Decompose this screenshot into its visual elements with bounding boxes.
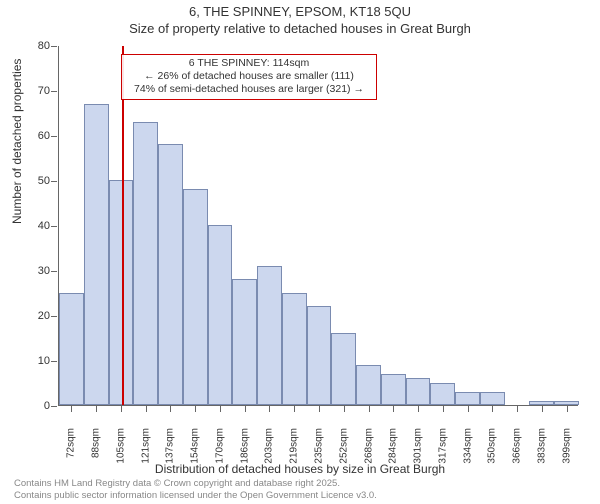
x-tick-label: 186sqm xyxy=(239,428,250,464)
x-tick xyxy=(146,406,147,412)
x-tick xyxy=(96,406,97,412)
annotation-box: 6 THE SPINNEY: 114sqm← 26% of detached h… xyxy=(121,54,377,100)
x-tick-label: 350sqm xyxy=(487,428,498,464)
y-tick xyxy=(51,46,57,47)
histogram-bar xyxy=(133,122,158,406)
x-tick-label: 268sqm xyxy=(363,428,374,464)
x-tick xyxy=(245,406,246,412)
x-tick-label: 154sqm xyxy=(190,428,201,464)
x-tick-label: 383sqm xyxy=(536,428,547,464)
histogram-bar xyxy=(554,401,579,406)
x-tick-label: 203sqm xyxy=(264,428,275,464)
attribution-line2: Contains public sector information licen… xyxy=(14,490,377,502)
histogram-bar xyxy=(356,365,381,406)
x-tick-label: 334sqm xyxy=(462,428,473,464)
histogram-bar xyxy=(232,279,257,405)
x-tick xyxy=(369,406,370,412)
histogram-bar xyxy=(282,293,307,406)
y-tick xyxy=(51,181,57,182)
chart-area: 0102030405060708072sqm88sqm105sqm121sqm1… xyxy=(58,46,578,406)
histogram-bar xyxy=(208,225,233,405)
x-tick-label: 399sqm xyxy=(561,428,572,464)
x-tick xyxy=(443,406,444,412)
annotation-line3: 74% of semi-detached houses are larger (… xyxy=(128,83,370,96)
x-tick xyxy=(492,406,493,412)
x-tick xyxy=(170,406,171,412)
histogram-bar xyxy=(331,333,356,405)
y-tick-label: 70 xyxy=(20,85,50,97)
x-tick xyxy=(71,406,72,412)
histogram-bar xyxy=(257,266,282,406)
x-tick-label: 235sqm xyxy=(314,428,325,464)
y-tick-label: 0 xyxy=(20,400,50,412)
histogram-bar xyxy=(158,144,183,405)
x-tick xyxy=(418,406,419,412)
chart-title-address: 6, THE SPINNEY, EPSOM, KT18 5QU xyxy=(0,4,600,19)
x-tick xyxy=(468,406,469,412)
x-tick xyxy=(195,406,196,412)
y-tick-label: 50 xyxy=(20,175,50,187)
x-tick xyxy=(269,406,270,412)
chart-subtitle: Size of property relative to detached ho… xyxy=(0,21,600,36)
x-tick xyxy=(121,406,122,412)
x-axis-title: Distribution of detached houses by size … xyxy=(0,462,600,476)
histogram-bar xyxy=(109,180,134,405)
annotation-line1: 6 THE SPINNEY: 114sqm xyxy=(128,57,370,70)
x-tick xyxy=(319,406,320,412)
y-tick xyxy=(51,136,57,137)
attribution-footer: Contains HM Land Registry data © Crown c… xyxy=(14,478,377,502)
x-tick xyxy=(542,406,543,412)
x-tick-label: 137sqm xyxy=(165,428,176,464)
y-tick xyxy=(51,226,57,227)
y-tick-label: 30 xyxy=(20,265,50,277)
x-tick xyxy=(393,406,394,412)
y-tick xyxy=(51,91,57,92)
annotation-line2: ← 26% of detached houses are smaller (11… xyxy=(128,70,370,83)
x-tick xyxy=(567,406,568,412)
y-tick-label: 10 xyxy=(20,355,50,367)
y-tick xyxy=(51,361,57,362)
histogram-bar xyxy=(430,383,455,406)
histogram-bar xyxy=(307,306,332,405)
histogram-bar xyxy=(480,392,505,406)
y-tick xyxy=(51,271,57,272)
x-tick-label: 317sqm xyxy=(437,428,448,464)
x-tick-label: 301sqm xyxy=(413,428,424,464)
x-tick xyxy=(294,406,295,412)
x-tick-label: 252sqm xyxy=(338,428,349,464)
y-tick-label: 40 xyxy=(20,220,50,232)
histogram-bar xyxy=(59,293,84,406)
x-tick-label: 88sqm xyxy=(91,428,102,458)
y-tick-label: 20 xyxy=(20,310,50,322)
y-tick-label: 60 xyxy=(20,130,50,142)
histogram-bar xyxy=(84,104,109,406)
y-tick-label: 80 xyxy=(20,40,50,52)
histogram-bar xyxy=(381,374,406,406)
x-tick-label: 219sqm xyxy=(289,428,300,464)
histogram-bar xyxy=(455,392,480,406)
x-tick-label: 170sqm xyxy=(214,428,225,464)
plot-region: 0102030405060708072sqm88sqm105sqm121sqm1… xyxy=(58,46,578,406)
histogram-bar xyxy=(406,378,431,405)
attribution-line1: Contains HM Land Registry data © Crown c… xyxy=(14,478,377,490)
x-tick-label: 366sqm xyxy=(512,428,523,464)
x-tick-label: 284sqm xyxy=(388,428,399,464)
x-tick-label: 105sqm xyxy=(115,428,126,464)
histogram-bar xyxy=(529,401,554,406)
x-tick xyxy=(517,406,518,412)
histogram-bar xyxy=(183,189,208,405)
x-tick-label: 121sqm xyxy=(140,428,151,464)
x-tick xyxy=(344,406,345,412)
x-tick-label: 72sqm xyxy=(66,428,77,458)
x-tick xyxy=(220,406,221,412)
y-tick xyxy=(51,316,57,317)
y-tick xyxy=(51,406,57,407)
